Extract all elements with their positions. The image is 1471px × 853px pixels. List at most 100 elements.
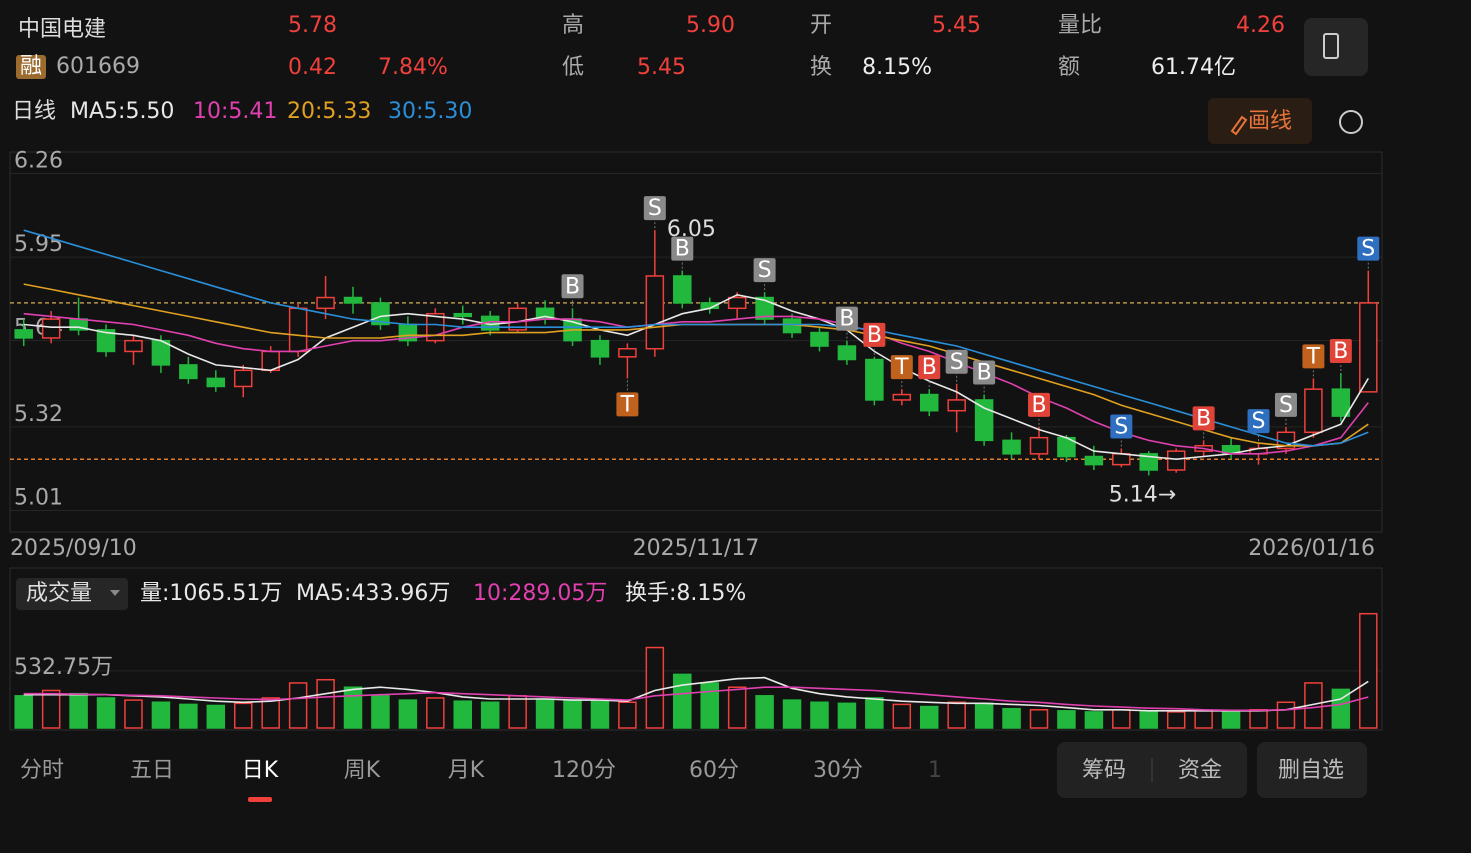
- volume-select[interactable]: [16, 578, 128, 610]
- candle-body: [618, 347, 637, 358]
- y-tick-label: 532.75万: [14, 655, 113, 680]
- y-tick-label: 5.95: [14, 232, 63, 257]
- trade-marker-label: T: [620, 392, 635, 417]
- stat-label: 高: [562, 13, 584, 38]
- candle-body: [343, 296, 363, 304]
- y-tick-label: 5.01: [14, 485, 63, 510]
- volume-ma-line: [23, 686, 1369, 712]
- volume-bar: [1359, 612, 1378, 729]
- button[interactable]: 删自选: [1278, 758, 1344, 783]
- stat-label: 开: [810, 13, 832, 38]
- ma-label: 日线: [12, 99, 56, 124]
- volume-bar: [1002, 707, 1021, 729]
- candle-body: [316, 296, 335, 310]
- trade-marker-label: B: [839, 307, 854, 332]
- volume-bar: [206, 704, 226, 729]
- trade-marker-label: T: [894, 355, 909, 380]
- draw-button-label: 画线: [1248, 109, 1292, 134]
- trade-marker-label: S: [1252, 409, 1266, 434]
- volume-bar: [261, 697, 280, 729]
- volume-legend-item: 换手:8.15%: [625, 581, 746, 606]
- change-pct: 7.84%: [378, 55, 448, 80]
- tab[interactable]: 30分: [813, 758, 863, 783]
- trade-marker: [616, 392, 639, 417]
- trade-marker-label: B: [1333, 339, 1348, 364]
- volume-bar: [14, 695, 33, 729]
- tab-underline: [248, 797, 272, 802]
- tab[interactable]: 60分: [689, 758, 739, 783]
- volume-legend-item: 10:289.05万: [473, 581, 607, 606]
- volume-bar: [41, 689, 61, 729]
- stat-value: 8.15%: [862, 55, 932, 80]
- tab[interactable]: 日K: [242, 758, 279, 783]
- x-tick-label: 2025/11/17: [633, 536, 760, 561]
- volume-bar: [179, 703, 198, 729]
- candle-body: [755, 296, 774, 320]
- trade-marker-label: B: [1031, 393, 1046, 418]
- volume-legend-item: MA5:433.96万: [296, 581, 450, 606]
- pen-icon: [1230, 115, 1248, 136]
- stat-value: 61.74亿: [1151, 55, 1236, 80]
- volume-label: 成交量: [26, 581, 92, 606]
- phone-icon: [1323, 33, 1339, 59]
- trade-marker: [671, 236, 694, 261]
- volume-bar: [1057, 710, 1076, 729]
- ma-line: [23, 293, 1369, 461]
- volume-bar: [453, 700, 473, 729]
- candle-body: [892, 393, 912, 401]
- annotation: 5.14→: [1109, 482, 1176, 507]
- volume-bar: [1276, 701, 1296, 729]
- volume-bar: [810, 701, 829, 729]
- button-bg: [1257, 742, 1367, 798]
- volume-panel: [9, 567, 1383, 731]
- volume-bar: [233, 702, 253, 729]
- volume-bar: [398, 699, 418, 729]
- candle-body: [1359, 302, 1378, 393]
- volume-ma-line: [23, 676, 1369, 712]
- volume-bar: [974, 702, 994, 729]
- stock-name: 中国电建: [18, 17, 106, 42]
- layout-button[interactable]: [1304, 18, 1368, 76]
- settings-icon[interactable]: [1339, 110, 1363, 134]
- stat-label: 低: [562, 55, 584, 80]
- change: 0.42: [288, 55, 337, 80]
- volume-bar: [645, 646, 665, 729]
- ma-line: [23, 229, 1369, 447]
- button[interactable]: 资金: [1178, 758, 1222, 783]
- candle-body: [810, 331, 829, 347]
- ma-legend-item: MA5:5.50: [70, 99, 174, 124]
- candle-body: [1139, 453, 1159, 471]
- volume-bar: [563, 699, 582, 729]
- stock-code: 601669: [56, 54, 140, 79]
- tab[interactable]: 1: [928, 758, 942, 783]
- volume-bar: [865, 697, 884, 729]
- volume-bar: [480, 701, 500, 729]
- button[interactable]: 筹码: [1082, 758, 1126, 783]
- ma-legend-item: 30:5.30: [388, 99, 472, 124]
- trade-marker: [1247, 409, 1270, 434]
- ma-line: [23, 312, 1369, 455]
- candle-body: [919, 393, 939, 412]
- trade-marker-label: B: [1196, 406, 1211, 431]
- candle-body: [371, 302, 390, 326]
- trade-marker-label: B: [977, 361, 992, 386]
- tab[interactable]: 分时: [20, 758, 64, 783]
- tab[interactable]: 120分: [552, 758, 616, 783]
- candle-body: [1304, 388, 1323, 434]
- tab[interactable]: 月K: [448, 758, 485, 783]
- dropdown-arrow: [110, 590, 120, 596]
- trade-marker: [1329, 338, 1352, 363]
- candle-body: [96, 329, 116, 353]
- trade-marker-label: S: [1279, 393, 1293, 418]
- candle-body: [124, 339, 143, 353]
- tab[interactable]: 周K: [344, 758, 381, 783]
- trade-marker: [835, 306, 858, 331]
- stat-value: 5.45: [637, 55, 686, 80]
- trade-marker: [973, 360, 996, 385]
- tab[interactable]: 五日: [130, 758, 174, 783]
- trade-marker-label: B: [867, 323, 882, 348]
- volume-bar: [535, 698, 555, 729]
- trade-marker-label: B: [565, 274, 580, 299]
- candle-body: [508, 307, 527, 331]
- candle-body: [1084, 455, 1104, 466]
